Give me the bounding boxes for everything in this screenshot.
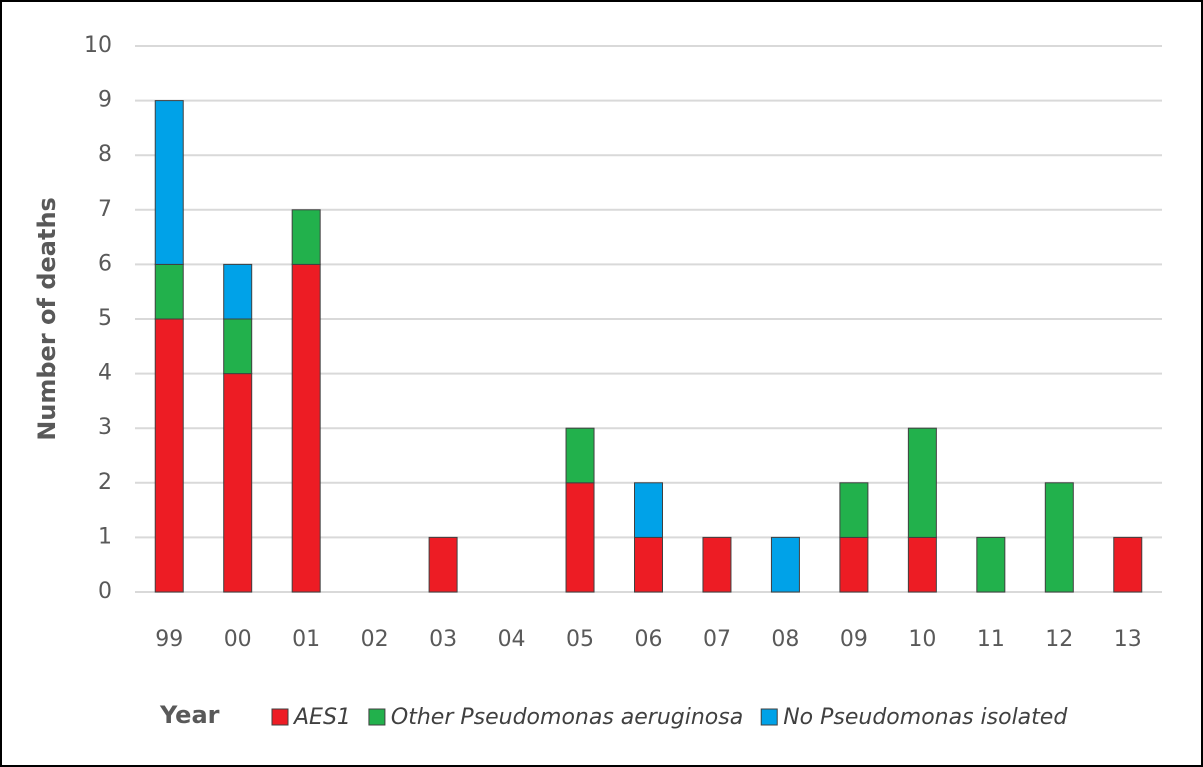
legend-label: AES1	[292, 705, 351, 730]
bar-segment	[634, 536, 663, 593]
x-tick-label: 99	[155, 627, 183, 652]
x-tick-label: 10	[908, 627, 936, 652]
x-tick-label: 05	[566, 627, 594, 652]
y-tick-label: 5	[98, 306, 112, 331]
x-axis-title: Year	[159, 701, 220, 729]
bar-segment	[565, 482, 595, 593]
y-tick-label: 8	[98, 142, 112, 167]
bar-segment	[634, 482, 663, 538]
bar-segment	[154, 263, 184, 320]
x-tick-label: 03	[429, 627, 457, 652]
bar-segment	[223, 373, 253, 593]
bar-segment	[428, 536, 458, 593]
legend-label: No Pseudomonas isolated	[783, 705, 1068, 730]
bar-segment	[1044, 482, 1074, 593]
y-tick-label: 7	[98, 197, 112, 222]
y-tick-label: 6	[98, 251, 112, 276]
y-tick-label: 9	[98, 88, 112, 113]
x-tick-label: 11	[977, 627, 1005, 652]
x-tick-label: 00	[224, 627, 252, 652]
y-tick-label: 0	[98, 579, 112, 604]
bar-segment	[907, 427, 937, 538]
bar-segment	[154, 318, 184, 593]
y-tick-label: 1	[98, 524, 112, 549]
legend-swatch	[271, 708, 289, 726]
legend-swatch	[760, 708, 778, 726]
bar-segment	[907, 536, 937, 593]
bar-segment	[839, 536, 869, 593]
x-tick-label: 02	[361, 627, 389, 652]
legend-label: Other Pseudomonas aeruginosa	[391, 705, 743, 730]
x-tick-label: 04	[498, 627, 526, 652]
bar-segment	[1113, 536, 1143, 593]
x-tick-label: 13	[1114, 627, 1142, 652]
bar-segment	[565, 427, 595, 484]
x-tick-label: 12	[1045, 627, 1073, 652]
bar-segment	[702, 536, 732, 593]
bar-segment	[154, 100, 184, 265]
y-tick-label: 2	[98, 470, 112, 495]
bar-segment	[839, 482, 869, 538]
legend-swatch	[368, 708, 386, 726]
y-tick-label: 3	[98, 415, 112, 440]
bar-segment	[223, 318, 253, 375]
bar-segment	[976, 536, 1006, 593]
bar-segment	[223, 263, 253, 320]
x-tick-label: 01	[292, 627, 320, 652]
bar-segment	[291, 263, 321, 593]
bar-segment	[770, 536, 800, 593]
y-tick-label: 4	[98, 361, 112, 386]
bar-segment	[291, 209, 321, 265]
x-tick-label: 08	[771, 627, 799, 652]
x-tick-label: 09	[840, 627, 868, 652]
y-axis-title: Number of deaths	[33, 197, 61, 441]
y-tick-label: 10	[84, 33, 112, 58]
x-tick-label: 07	[703, 627, 731, 652]
x-tick-label: 06	[635, 627, 663, 652]
